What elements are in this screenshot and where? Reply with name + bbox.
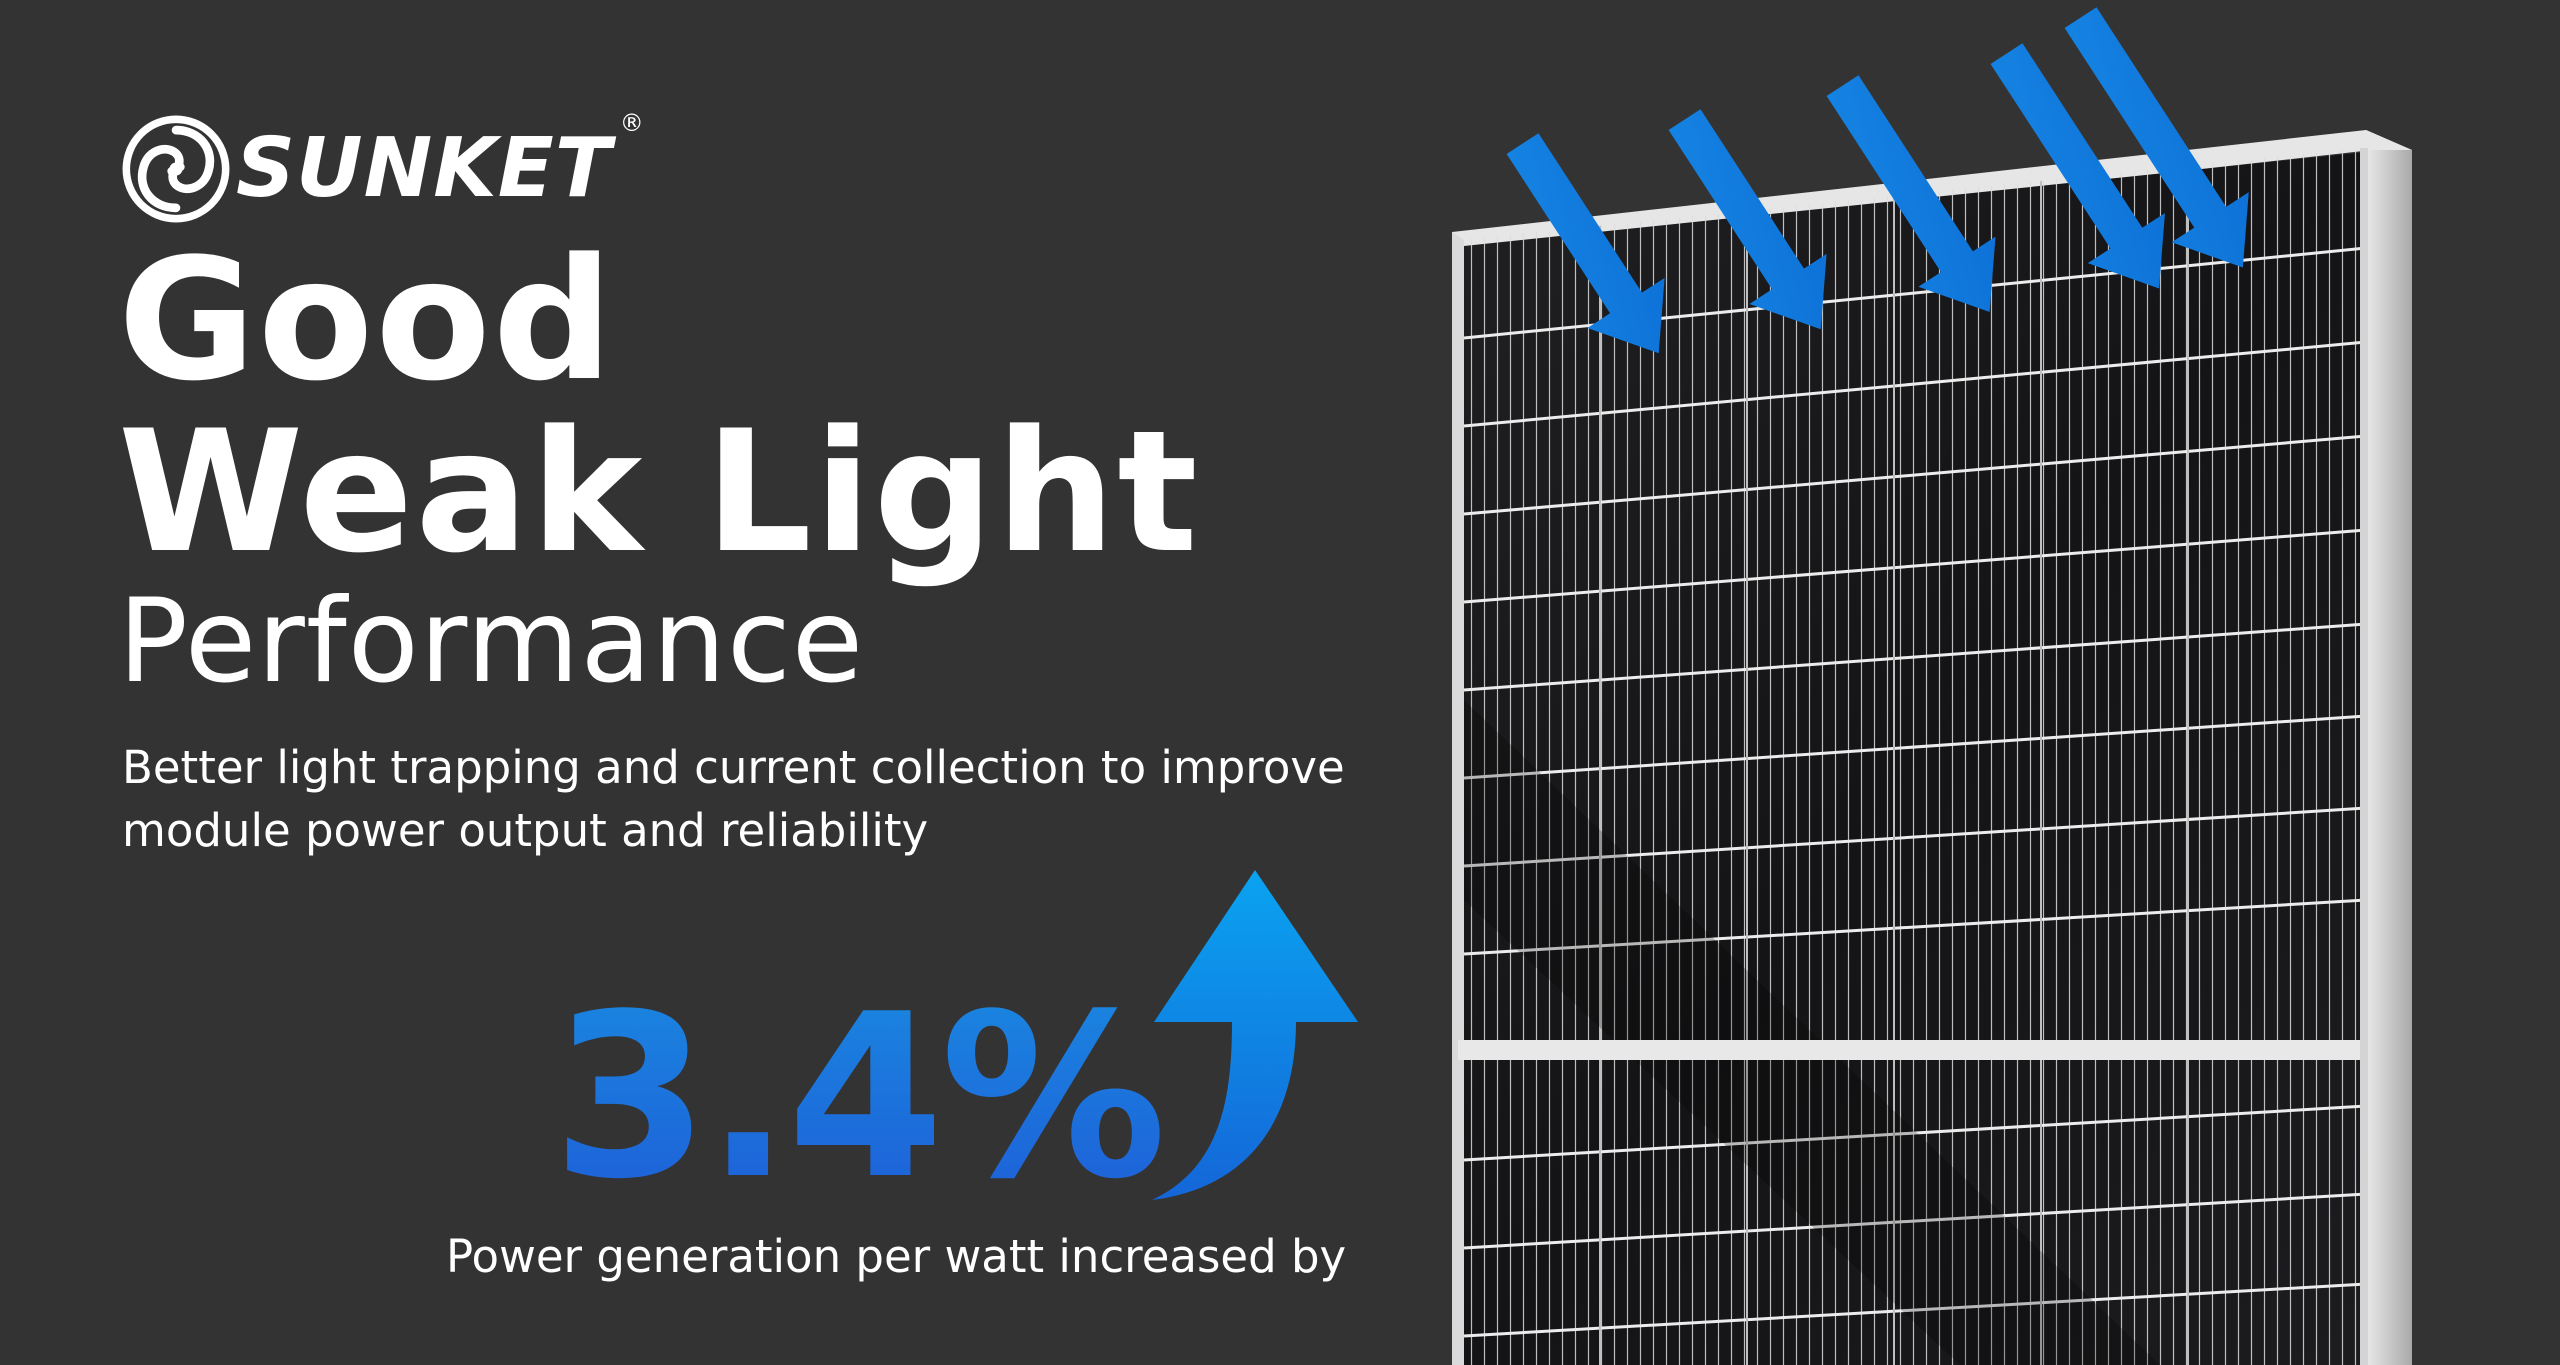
panel-frame-left <box>1452 232 1464 1365</box>
headline-line-2: Weak Light <box>118 394 1200 590</box>
solar-panel <box>1452 7 2412 1365</box>
cell-grid <box>1463 148 2366 1365</box>
light-arrow-icon <box>2064 7 2249 268</box>
stat-caption: Power generation per watt increased by <box>446 1230 1347 1283</box>
headline: Good Weak Light Performance <box>118 236 1200 700</box>
headline-line-3: Performance <box>118 574 865 709</box>
light-arrow-icon <box>1990 43 2165 289</box>
registered-mark: ® <box>619 109 644 137</box>
light-arrow-icon <box>1668 109 1827 330</box>
light-arrow-icon <box>1826 75 1996 313</box>
headline-line-1: Good <box>118 222 615 418</box>
panel-frame-side <box>2366 130 2412 1365</box>
swirl-logo-icon <box>122 115 230 223</box>
panel-divider <box>1458 1040 2366 1060</box>
brand-logo: SUNKET ® <box>122 109 644 223</box>
brand-name: SUNKET <box>236 121 612 216</box>
stat-value: 3.4% <box>552 966 1167 1229</box>
light-arrows <box>1506 7 2249 354</box>
description-text: Better light trapping and current collec… <box>122 741 1345 857</box>
up-arrow-icon <box>1152 870 1358 1200</box>
light-arrow-icon <box>1506 133 1665 354</box>
